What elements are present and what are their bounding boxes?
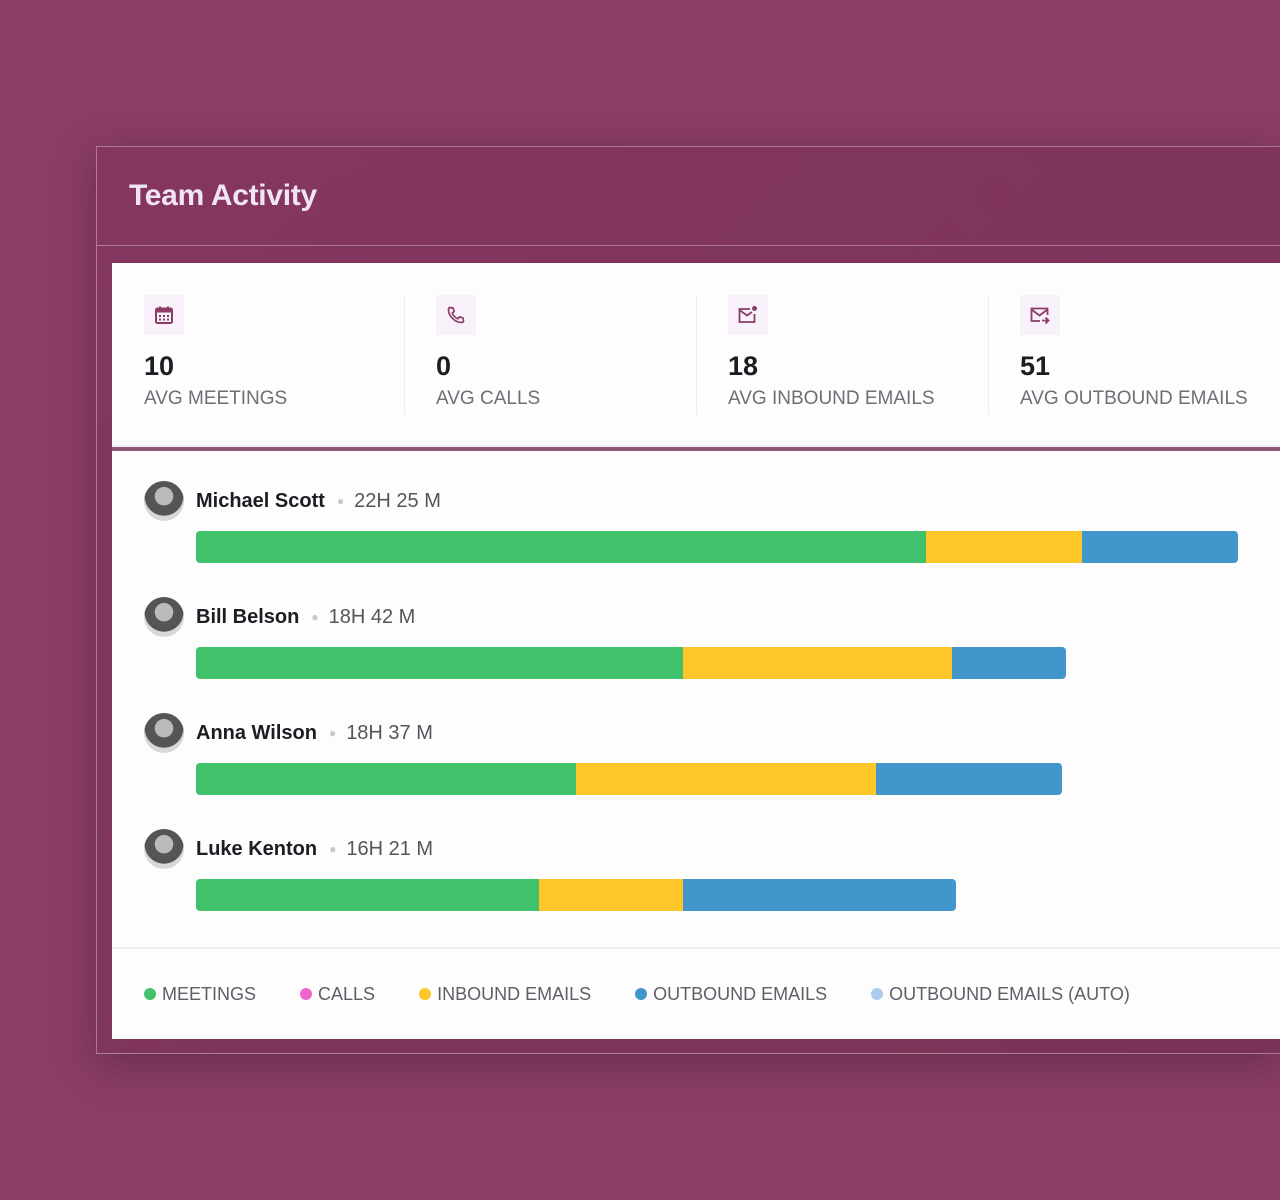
member-name[interactable]: Bill Belson: [196, 605, 300, 628]
member-duration: 18H 42 M: [328, 605, 416, 628]
activity-bar[interactable]: [196, 647, 1066, 679]
legend-item-calls[interactable]: CALLS: [300, 984, 375, 1005]
legend-dot: [144, 988, 156, 1000]
member-name[interactable]: Anna Wilson: [196, 721, 317, 744]
stat-value: 0: [436, 351, 452, 381]
bar-segment-outbound: [1081, 531, 1238, 563]
member-row: Anna Wilson ● 18H 37 M: [112, 713, 1280, 829]
member-row: Luke Kenton ● 16H 21 M: [112, 829, 1280, 945]
member-row: Bill Belson ● 18H 42 M: [112, 597, 1280, 713]
avatar: [144, 829, 184, 869]
bar-segment-meetings: [196, 531, 927, 563]
legend-dot: [419, 988, 432, 1000]
separator-dot: ●: [311, 610, 319, 624]
legend-label: OUTBOUND EMAILS: [653, 983, 828, 1004]
stat-2: 18 AVG INBOUND EMAILS: [696, 263, 988, 445]
bar-segment-inbound: [683, 647, 952, 679]
member-name[interactable]: Michael Scott: [196, 489, 325, 512]
outbound-mail-icon: [1020, 295, 1060, 335]
calendar-icon: [144, 295, 184, 335]
legend-dot: [871, 988, 884, 1000]
legend-label: OUTBOUND EMAILS (AUTO): [889, 983, 1130, 1004]
stat-0: 10 AVG MEETINGS: [112, 263, 404, 445]
legend-item-outbound_auto[interactable]: OUTBOUND EMAILS (AUTO): [871, 984, 1130, 1005]
activity-bar[interactable]: [196, 763, 1062, 795]
legend-item-inbound[interactable]: INBOUND EMAILS: [419, 984, 591, 1005]
stat-label: AVG OUTBOUND EMAILS: [1020, 388, 1248, 409]
stat-label: AVG CALLS: [436, 388, 541, 409]
legend-dot: [300, 988, 313, 1000]
activity-bar[interactable]: [196, 879, 957, 911]
team-activity-panel: Team Activity 10 AVG MEETINGS 0 AVG CALL…: [96, 146, 1280, 1054]
bar-segment-meetings: [196, 763, 576, 795]
stat-3: 51 AVG OUTBOUND EMAILS: [988, 263, 1280, 445]
legend-dot: [635, 988, 648, 1000]
chart-legend: MEETINGS CALLS INBOUND EMAILS OUTBOUND EMAI…: [112, 947, 1280, 1039]
stat-label: AVG INBOUND EMAILS: [728, 388, 935, 409]
stat-value: 51: [1020, 351, 1051, 381]
member-name[interactable]: Luke Kenton: [196, 837, 318, 860]
legend-label: CALLS: [318, 983, 376, 1004]
stat-label: AVG MEETINGS: [144, 388, 288, 409]
bar-segment-inbound: [575, 763, 877, 795]
member-row: Michael Scott ● 22H 25 M: [112, 481, 1280, 597]
page-title: Team Activity: [129, 179, 317, 212]
bar-segment-outbound: [683, 879, 957, 911]
bar-segment-outbound: [876, 763, 1062, 795]
stat-value: 10: [144, 351, 175, 381]
stat-value: 18: [728, 351, 759, 381]
bar-segment-inbound: [926, 531, 1082, 563]
activity-bar[interactable]: [196, 531, 1238, 563]
phone-icon: [436, 295, 476, 335]
avatar: [144, 481, 184, 521]
legend-label: INBOUND EMAILS: [437, 983, 592, 1004]
stat-1: 0 AVG CALLS: [404, 263, 696, 445]
bar-segment-outbound: [951, 647, 1066, 679]
member-duration: 18H 37 M: [346, 721, 433, 744]
member-duration: 16H 21 M: [346, 837, 434, 860]
legend-item-meetings[interactable]: MEETINGS: [144, 984, 256, 1005]
bar-segment-inbound: [538, 879, 684, 911]
avatar: [144, 597, 184, 637]
legend-label: MEETINGS: [162, 983, 257, 1004]
stats-row: 10 AVG MEETINGS 0 AVG CALLS 18 AVG INBOU…: [112, 263, 1280, 451]
legend-item-outbound[interactable]: OUTBOUND EMAILS: [635, 984, 827, 1005]
bar-segment-meetings: [196, 879, 539, 911]
separator-dot: ●: [329, 842, 337, 856]
member-duration: 22H 25 M: [354, 489, 441, 512]
inbound-mail-icon: [728, 295, 768, 335]
activity-card: 10 AVG MEETINGS 0 AVG CALLS 18 AVG INBOU…: [112, 263, 1280, 1039]
separator-dot: ●: [328, 726, 337, 740]
separator-dot: ●: [336, 494, 345, 508]
member-list: Michael Scott ● 22H 25 M Bill Belson ● 1…: [112, 447, 1280, 945]
bar-segment-meetings: [196, 647, 684, 679]
panel-header: Team Activity: [97, 147, 1280, 246]
avatar: [144, 713, 184, 753]
